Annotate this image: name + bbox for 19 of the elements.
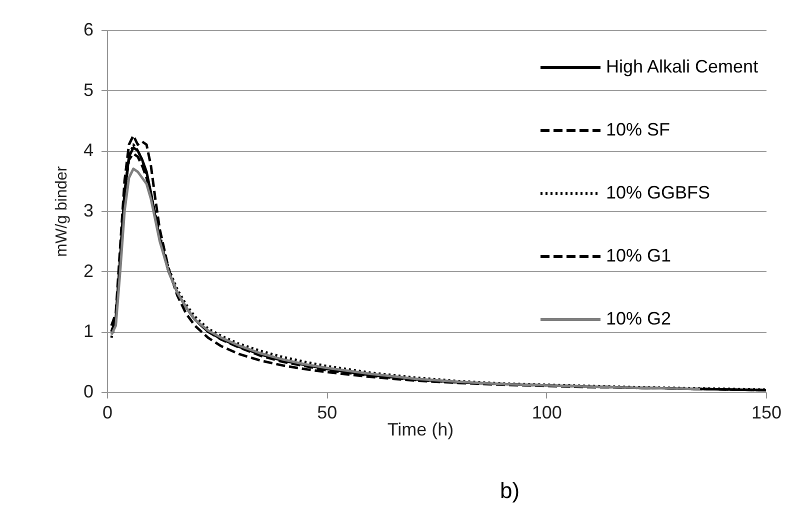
legend-label: 10% GGBFS bbox=[606, 182, 710, 202]
legend-label: 10% SF bbox=[606, 120, 670, 140]
y-tick-label: 0 bbox=[83, 382, 94, 402]
y-tick-label: 2 bbox=[83, 260, 94, 281]
y-axis-title: mW/g binder bbox=[53, 165, 70, 257]
x-tick-label: 150 bbox=[751, 402, 782, 422]
y-tick-label: 6 bbox=[83, 20, 94, 40]
y-tick-label: 3 bbox=[83, 200, 94, 220]
x-tick-label: 0 bbox=[102, 402, 113, 422]
y-tick-label: 4 bbox=[83, 140, 94, 160]
x-axis-title: Time (h) bbox=[387, 420, 454, 440]
legend-label: 10% G2 bbox=[606, 308, 672, 328]
x-tick-label: 100 bbox=[532, 402, 562, 422]
text: b) bbox=[500, 478, 520, 504]
legend-label: High Alkali Cement bbox=[606, 56, 758, 76]
y-tick-label: 5 bbox=[83, 80, 94, 100]
x-tick-label: 50 bbox=[317, 402, 338, 422]
y-tick-label: 1 bbox=[83, 321, 94, 342]
legend-label: 10% G1 bbox=[606, 246, 672, 266]
